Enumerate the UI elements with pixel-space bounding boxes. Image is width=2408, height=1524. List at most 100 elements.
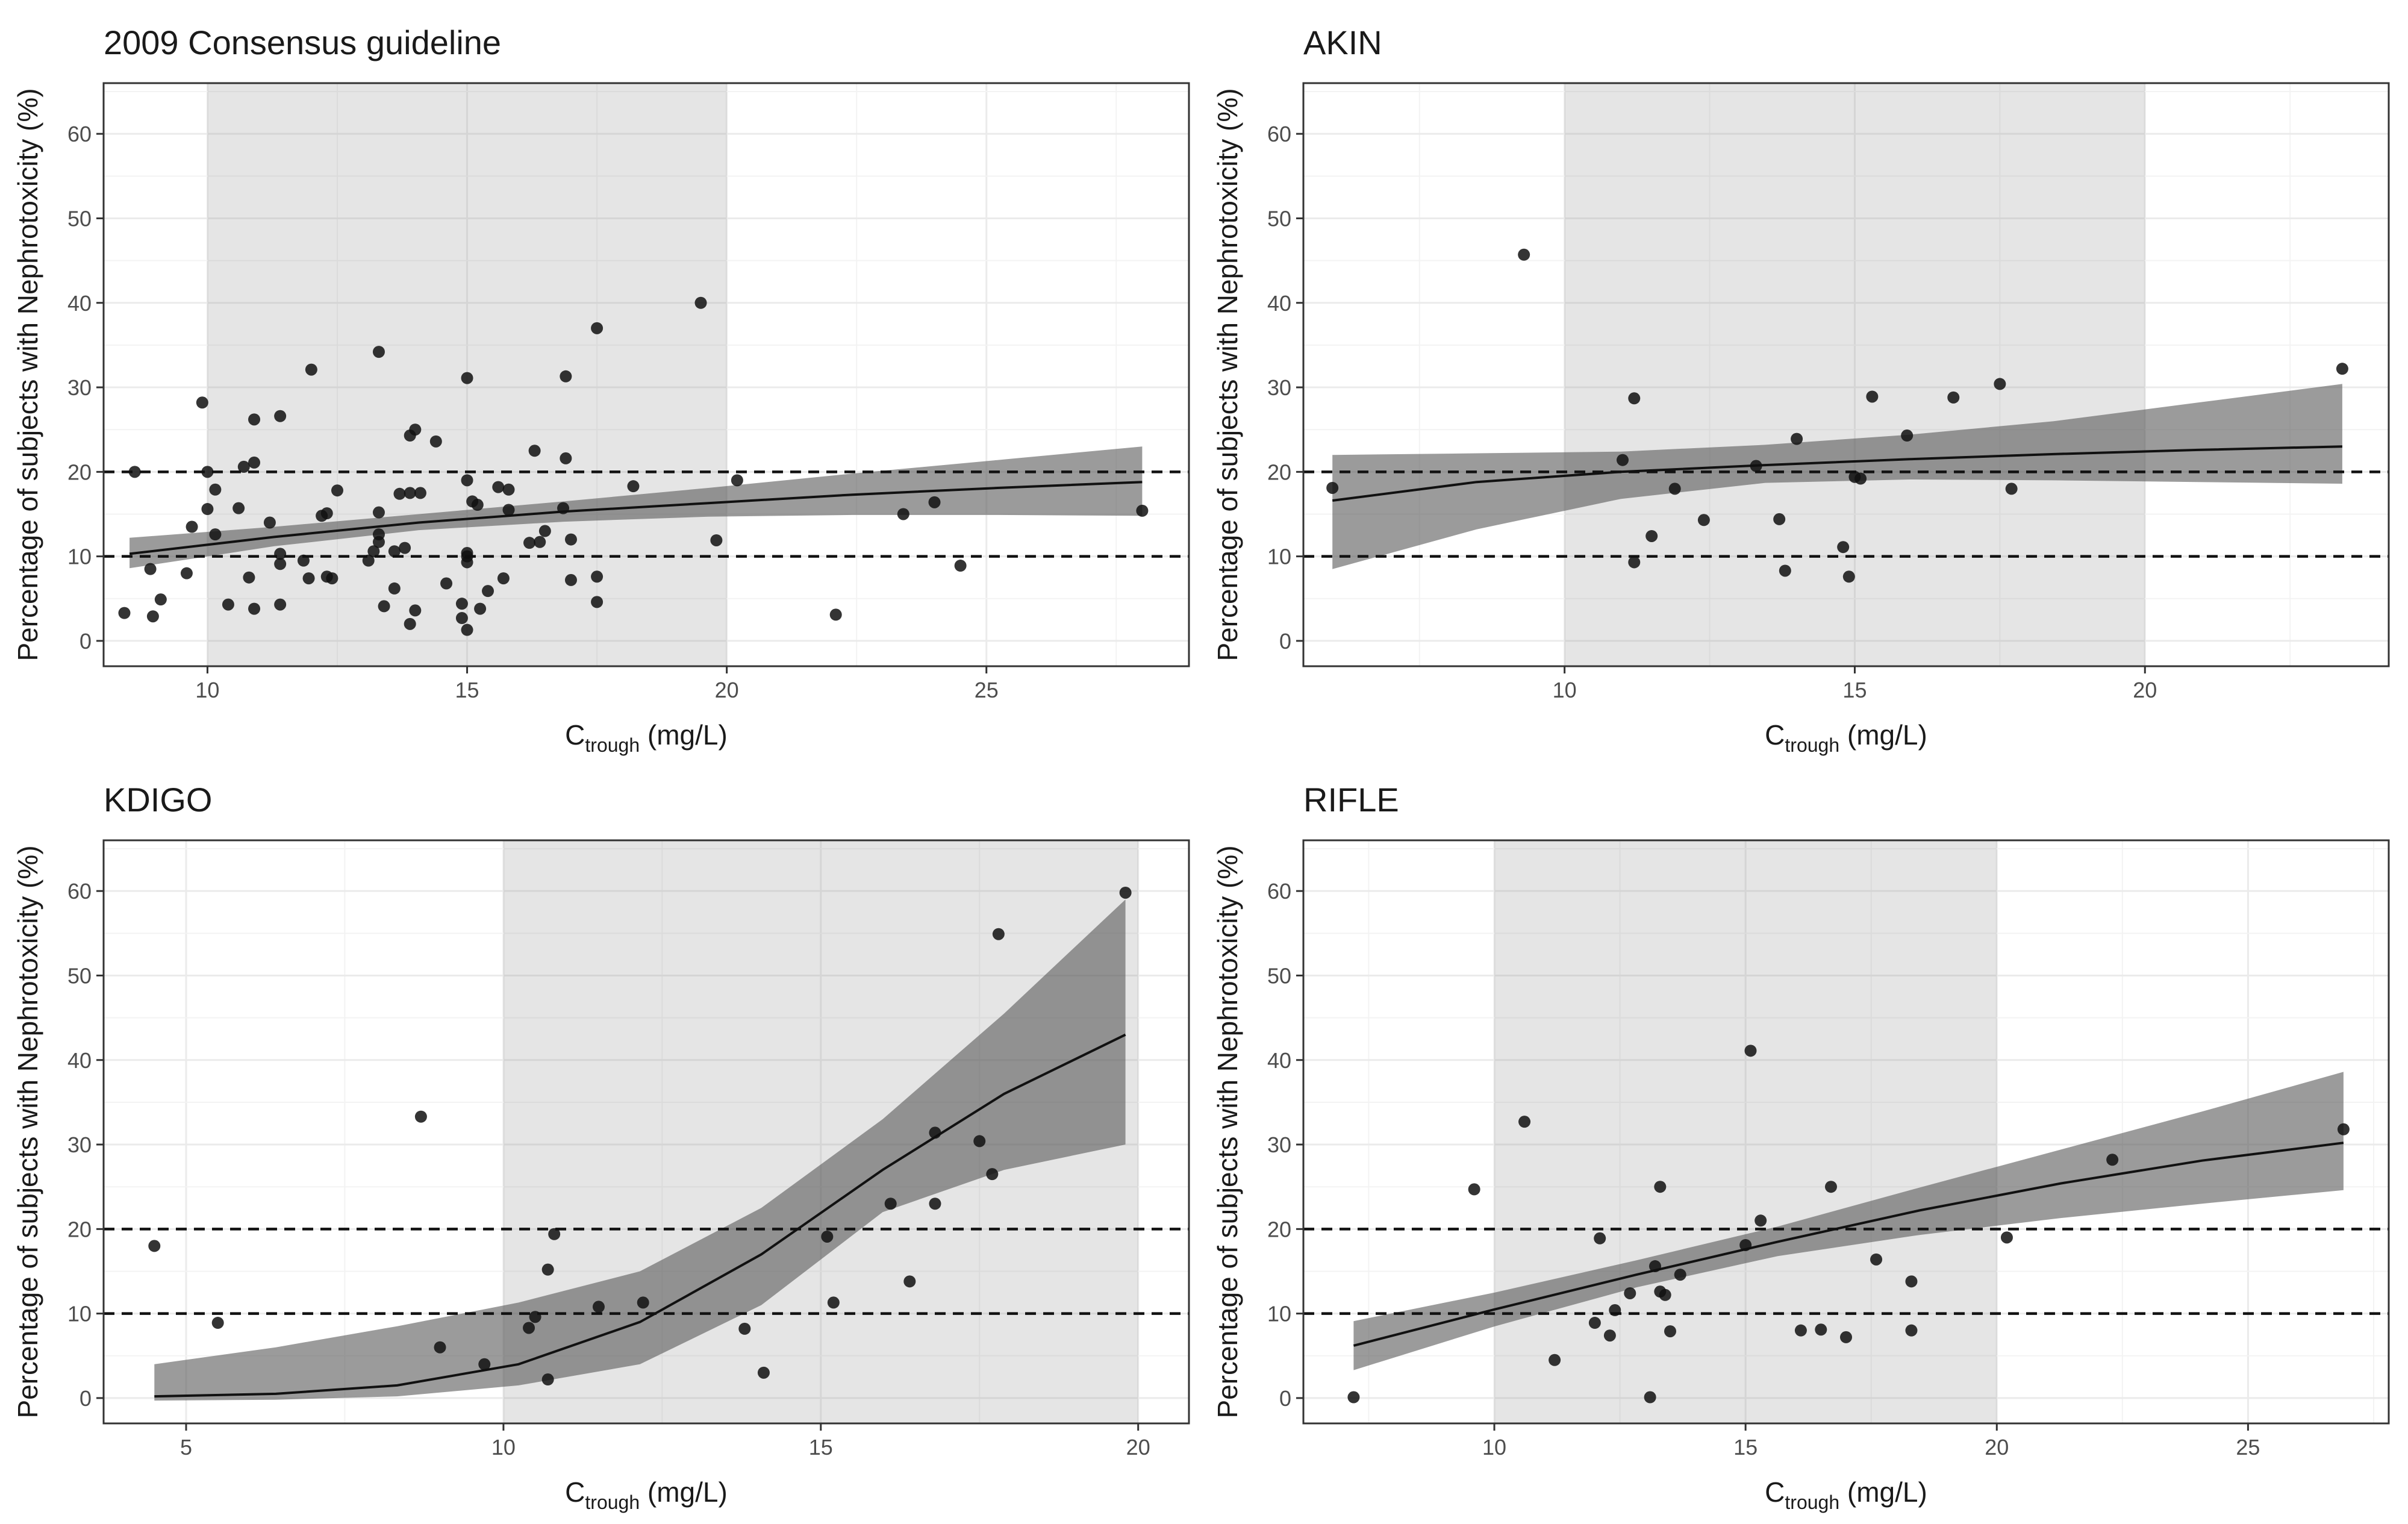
data-point — [399, 542, 411, 554]
panel-kdigo: 0 10 20 30 40 50 60 5 10 15 20 KDIGO Percentage of s… — [12, 781, 1190, 1513]
plot-background — [104, 83, 1189, 666]
data-point — [710, 534, 723, 546]
data-point — [243, 571, 255, 584]
data-point — [1744, 1045, 1757, 1057]
data-point — [201, 503, 214, 516]
data-point — [492, 481, 505, 493]
y-tick-label: 50 — [1267, 206, 1291, 231]
data-point — [1674, 1269, 1686, 1281]
data-point — [992, 928, 1005, 940]
y-tick-label: 40 — [67, 1048, 92, 1073]
data-point — [757, 1366, 770, 1379]
data-point — [434, 1341, 446, 1354]
data-point — [1840, 1331, 1852, 1343]
data-point — [144, 563, 157, 575]
data-point — [528, 445, 541, 457]
data-point — [1824, 1181, 1837, 1193]
data-point — [367, 545, 380, 558]
y-tick-label: 60 — [1267, 122, 1291, 146]
data-point — [1659, 1288, 1671, 1301]
data-point — [827, 1296, 840, 1309]
y-tick-label: 50 — [1267, 963, 1291, 988]
data-point — [274, 598, 287, 611]
y-tick-label: 0 — [80, 629, 92, 654]
data-point — [388, 582, 401, 595]
data-point — [414, 487, 426, 499]
data-point — [973, 1135, 986, 1148]
data-point — [1791, 433, 1803, 445]
data-point — [592, 1301, 605, 1313]
y-tick-label: 20 — [67, 1217, 92, 1241]
data-point — [302, 572, 315, 585]
data-point — [372, 528, 385, 541]
panel-rifle: 0 10 20 30 40 50 60 10 15 20 25 RIFLE Percentage of … — [1212, 781, 2390, 1513]
data-point — [1842, 570, 1855, 583]
x-tick-label: 10 — [1553, 678, 1577, 702]
data-point — [1628, 392, 1641, 405]
x-tick-label: 15 — [1733, 1435, 1758, 1460]
plot-background — [1303, 83, 2389, 666]
data-point — [1326, 481, 1339, 494]
x-axis-label: Ctrough (mg/L) — [1765, 719, 1927, 756]
x-axis-label-subscript: trough — [1785, 734, 1839, 756]
y-tick-label: 60 — [1267, 879, 1291, 904]
data-point — [409, 604, 422, 617]
data-point — [821, 1230, 834, 1243]
data-point — [1870, 1253, 1883, 1266]
data-point — [1624, 1287, 1636, 1299]
data-point — [1609, 1304, 1621, 1317]
data-point — [1588, 1317, 1601, 1329]
data-point — [372, 346, 385, 358]
data-point — [1119, 886, 1132, 899]
data-point — [1837, 541, 1850, 554]
data-point — [560, 370, 572, 383]
data-point — [461, 474, 473, 487]
panel-border — [1302, 82, 2390, 667]
data-point — [118, 607, 131, 619]
panel-border — [102, 82, 1190, 667]
data-point — [548, 1228, 561, 1240]
data-point — [180, 567, 193, 579]
data-point — [564, 573, 577, 586]
data-point — [627, 480, 640, 493]
y-tick-label: 10 — [67, 1302, 92, 1326]
data-point — [362, 554, 375, 567]
data-point — [478, 1358, 491, 1370]
y-tick-label: 10 — [1267, 545, 1291, 569]
data-point — [209, 483, 222, 496]
data-point — [404, 487, 416, 499]
data-point — [1644, 1391, 1656, 1404]
data-point — [404, 617, 416, 630]
data-point — [211, 1317, 224, 1329]
fit-line — [129, 481, 1143, 555]
data-point — [591, 322, 604, 334]
x-tick-label: 10 — [491, 1435, 516, 1460]
data-point — [429, 435, 442, 448]
data-point — [694, 296, 707, 309]
data-point — [154, 593, 167, 606]
data-point — [461, 372, 473, 384]
confidence-ribbon — [1353, 1072, 2344, 1370]
x-axis-label-unit: (mg/L) — [640, 1476, 728, 1508]
data-point — [201, 466, 214, 478]
y-axis-label: Percentage of subjects with Nephrotoxici… — [1212, 88, 1243, 661]
data-point — [455, 612, 468, 625]
data-point — [440, 577, 453, 590]
data-point — [591, 596, 604, 608]
panel-title: RIFLE — [1303, 781, 1399, 819]
data-point — [196, 396, 208, 409]
y-tick-label: 30 — [1267, 375, 1291, 400]
y-tick-label: 20 — [67, 460, 92, 484]
fit-line — [154, 1033, 1126, 1398]
data-point — [738, 1322, 751, 1335]
panel-title: 2009 Consensus guideline — [104, 23, 501, 61]
data-point — [986, 1168, 999, 1181]
x-tick-label: 10 — [1482, 1435, 1506, 1460]
data-point — [564, 533, 577, 546]
data-point — [1549, 1354, 1561, 1366]
data-point — [497, 572, 510, 585]
data-point — [222, 598, 234, 611]
data-point — [388, 545, 401, 558]
data-point — [1750, 460, 1762, 472]
data-point — [731, 474, 743, 487]
